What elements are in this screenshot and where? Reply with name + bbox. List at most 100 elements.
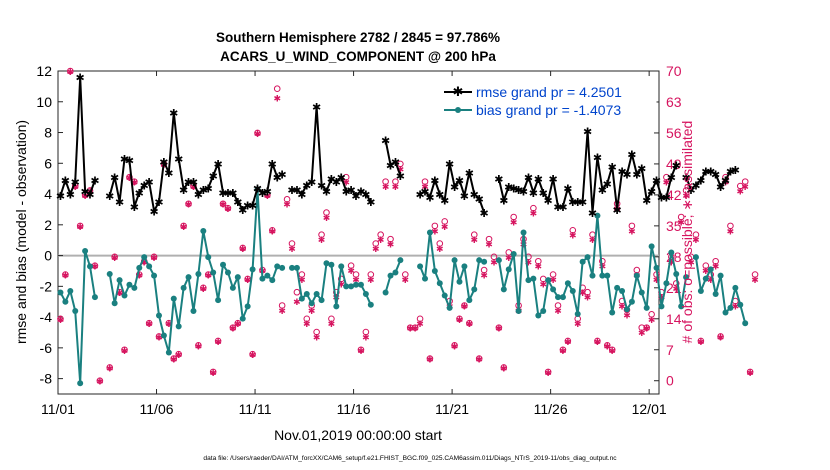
rmse-point: ✱: [61, 176, 70, 188]
bias-point: [697, 287, 704, 294]
obs-assimilated-point: ✱: [687, 257, 695, 267]
bias-point: [520, 229, 527, 236]
obs-possible-point: [466, 319, 473, 327]
obs-assimilated-point: ✱: [638, 328, 646, 338]
obs-assimilated-point: ✱: [357, 346, 365, 356]
y-right-tick-label: 7: [666, 342, 674, 358]
obs-possible-point: [416, 315, 424, 323]
obs-assimilated-point: ✱: [387, 240, 395, 250]
obs-possible-point: [490, 253, 498, 261]
rmse-point: ✱: [110, 173, 119, 185]
bias-point: [604, 272, 611, 279]
rmse-point: ✱: [534, 174, 543, 186]
obs-assimilated-point: ✱: [697, 337, 705, 347]
bias-point: [239, 315, 246, 322]
obs-assimilated-point: ✱: [663, 178, 671, 188]
obs-assimilated-point: ✱: [722, 178, 730, 188]
obs-possible-point: [273, 85, 281, 92]
bias-point: [215, 297, 222, 304]
rmse-point: ✱: [440, 196, 449, 208]
bias-point: [210, 269, 217, 276]
bias-point: [633, 272, 640, 279]
bias-point: [293, 264, 300, 271]
bias-point: [579, 258, 586, 265]
rmse-point: ✱: [297, 190, 306, 202]
rmse-point: ✱: [258, 188, 267, 200]
obs-possible-point: [584, 288, 591, 296]
obs-possible-point: [510, 213, 517, 221]
bias-series: [57, 186, 749, 387]
obs-assimilated-point: ✱: [382, 182, 390, 192]
rmse-point: ✱: [420, 186, 429, 198]
rmse-point: ✱: [366, 197, 375, 209]
rmse-point: ✱: [154, 197, 163, 209]
bias-point: [131, 284, 138, 291]
bias-point: [362, 291, 369, 298]
legend-rmse-marker: ✱: [453, 84, 464, 99]
obs-possible-point: [180, 222, 187, 230]
bias-point: [476, 257, 483, 264]
obs-assimilated-point: ✱: [411, 324, 419, 334]
obs-assimilated-point: ✱: [569, 231, 577, 241]
obs-assimilated-point: ✱: [692, 235, 700, 245]
rmse-point: ✱: [425, 193, 434, 205]
legend-bias-label: bias grand pr = -1.4073: [476, 102, 621, 118]
bias-point: [446, 304, 453, 311]
rmse-point: ✱: [56, 191, 65, 203]
obs-possible-point: [746, 368, 754, 376]
obs-assimilated-point: ✱: [643, 324, 651, 334]
y-left-tick-label: 12: [36, 63, 52, 79]
obs-assimilated-point: ✱: [564, 337, 572, 347]
obs-assimilated-point: ✱: [214, 337, 222, 347]
obs-possible-point: [239, 244, 247, 252]
obs-assimilated-point: ✱: [264, 191, 272, 201]
rmse-point: ✱: [627, 150, 636, 162]
bias-point: [200, 227, 207, 234]
bias-point: [653, 264, 660, 271]
bias-point: [574, 311, 581, 318]
rmse-point: ✱: [598, 185, 607, 197]
obs-possible-point: [96, 377, 104, 385]
obs-assimilated-point: ✱: [185, 200, 193, 210]
obs-possible-point: [549, 271, 557, 278]
rmse-point: ✱: [716, 182, 725, 194]
rmse-point: ✱: [238, 205, 247, 217]
obs-assimilated-point: ✱: [347, 266, 355, 276]
y-left-tick-label: 10: [36, 94, 52, 110]
rmse-point: ✱: [164, 168, 173, 180]
obs-possible-point: [717, 333, 724, 340]
bias-point: [742, 320, 749, 327]
obs-assimilated-point: ✱: [244, 275, 252, 285]
obs-possible-point: [500, 364, 508, 371]
bias-point: [466, 297, 473, 304]
obs-assimilated-point: ✱: [402, 275, 410, 285]
rmse-point: ✱: [568, 197, 577, 209]
rmse-point: ✱: [292, 185, 301, 197]
rmse-point: ✱: [233, 197, 242, 209]
rmse-point: ✱: [213, 159, 222, 171]
obs-assimilated-point: ✱: [510, 217, 518, 227]
obs-possible-point: [480, 266, 488, 274]
obs-assimilated-point: ✱: [195, 341, 203, 351]
obs-possible-point: [682, 187, 690, 194]
bias-point: [569, 287, 576, 294]
obs-possible-point: [288, 240, 296, 247]
rmse-point: ✱: [622, 170, 631, 182]
obs-possible-point: [367, 271, 375, 278]
obs-possible-point: [111, 253, 118, 261]
obs-possible-point: [712, 257, 719, 265]
rmse-point: ✱: [66, 190, 75, 202]
obs-possible-point: [67, 67, 74, 75]
obs-possible-point: [264, 191, 271, 199]
obs-possible-point: [436, 240, 444, 247]
x-axis-ticks: 11/01 11/06 11/11 11/16 11/21 11/26 12/01: [41, 71, 667, 417]
obs-possible-point: [185, 200, 192, 208]
obs-assimilated-point: ✱: [204, 271, 212, 281]
obs-possible-point: [736, 182, 744, 190]
obs-assimilated-point: ✱: [544, 368, 552, 378]
obs-assimilated-point: ✱: [554, 306, 562, 316]
obs-possible-point: [406, 324, 414, 331]
rmse-point: ✱: [499, 196, 508, 208]
obs-assimilated-point: ✱: [145, 319, 153, 329]
